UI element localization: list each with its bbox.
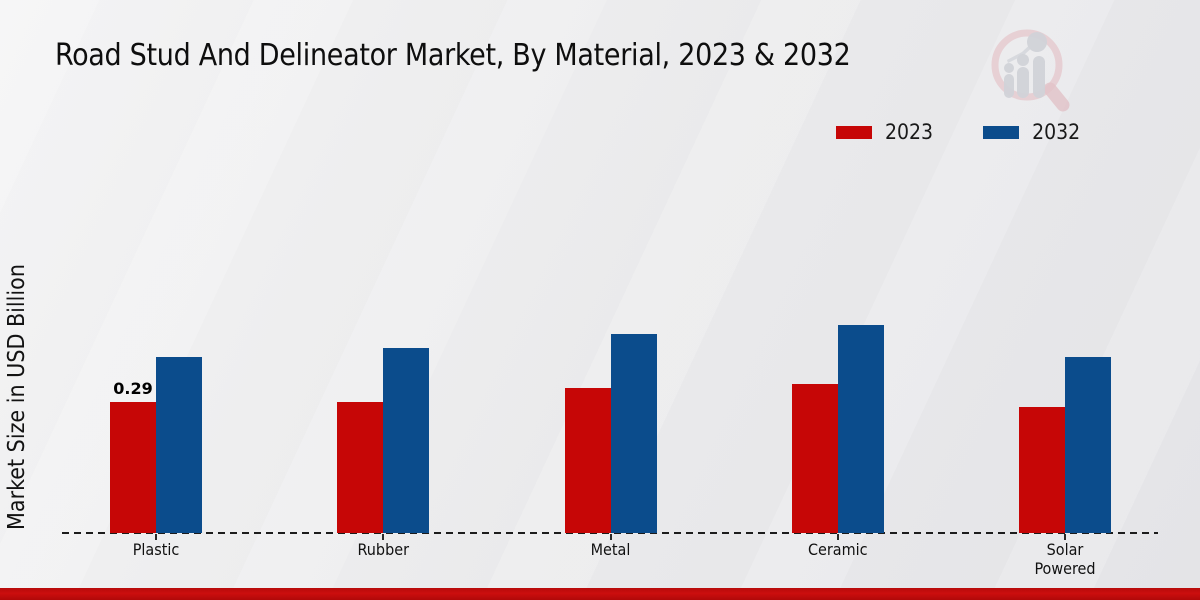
bar-2023-rubber	[337, 402, 384, 533]
bar-2032-ceramic	[837, 325, 884, 533]
category-label-plastic: Plastic	[132, 540, 180, 559]
bar-value-label: 0.29	[113, 379, 153, 398]
x-axis-baseline	[62, 532, 1158, 534]
bar-2023-plastic	[110, 402, 156, 533]
category-label-solar-powered: Solar Powered	[1034, 540, 1096, 579]
magnifier-bar-chart-logo-icon	[991, 29, 1070, 112]
bar-2023-solar-powered	[1019, 407, 1065, 533]
bar-2032-rubber	[383, 348, 430, 533]
bar-2023-metal	[564, 388, 611, 533]
x-axis-tick	[155, 534, 157, 540]
bar-2023-ceramic	[791, 384, 838, 533]
legend-label-2023: 2023	[885, 120, 934, 144]
legend: 2023 2032	[836, 120, 1080, 144]
x-axis-tick	[836, 534, 839, 540]
legend-label-2032: 2032	[1032, 120, 1081, 144]
bar-2032-plastic	[156, 357, 202, 533]
bar-2032-solar-powered	[1065, 357, 1111, 533]
category-label-ceramic: Ceramic	[807, 540, 868, 559]
category-label-metal: Metal	[590, 540, 631, 559]
legend-item-2032: 2032	[983, 120, 1080, 144]
x-axis-tick	[609, 534, 612, 540]
footer-red-bar	[0, 588, 1200, 600]
legend-item-2023: 2023	[836, 120, 933, 144]
category-label-rubber: Rubber	[357, 540, 409, 559]
x-axis-tick	[1064, 534, 1066, 540]
y-axis-label: Market Size in USD Billion	[4, 264, 30, 530]
x-axis-tick	[382, 534, 385, 540]
chart-title: Road Stud And Delineator Market, By Mate…	[55, 38, 851, 73]
legend-swatch-2023	[836, 125, 872, 139]
legend-swatch-2032	[983, 125, 1020, 139]
bar-2032-metal	[610, 334, 657, 533]
